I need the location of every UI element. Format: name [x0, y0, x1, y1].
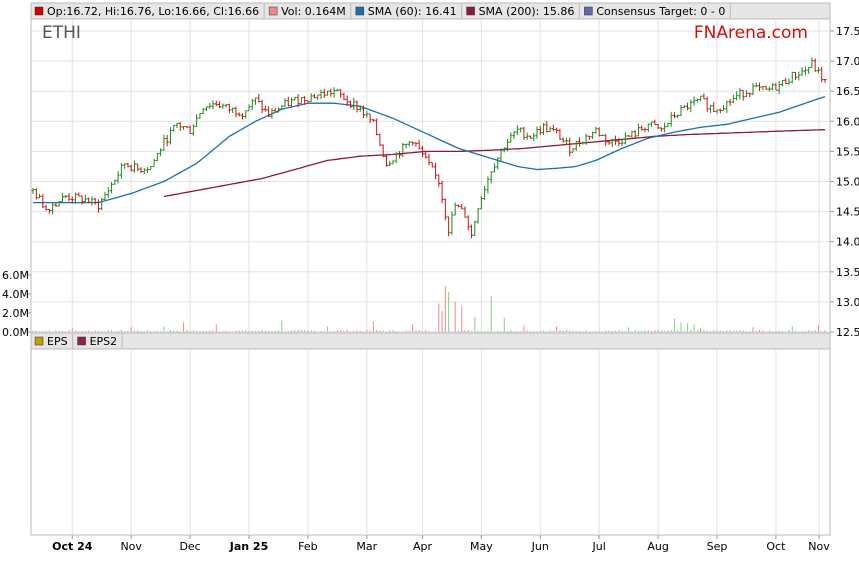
legend-swatch — [268, 6, 278, 16]
price-tick-label: 17.5 — [836, 25, 859, 38]
month-label: Nov — [120, 540, 142, 553]
month-label: Mar — [356, 540, 377, 553]
legend-entry: Consensus Target: 0 - 0 — [596, 5, 725, 18]
ticker-label: ETHI — [42, 23, 81, 43]
grid — [31, 19, 830, 333]
price-tick-label: 13.5 — [836, 266, 859, 279]
legend: Op:16.72, Hi:16.76, Lo:16.66, Cl:16.66 Vo… — [34, 4, 731, 18]
legend-entry: EPS — [47, 335, 68, 348]
legend-entry: SMA (200): 15.86 — [479, 5, 575, 18]
x-axis: Oct 24 Nov Dec Jan 25 Feb Mar Apr May Jun Jul Aug S… — [52, 535, 830, 553]
sma-200-line — [163, 129, 826, 198]
brand-label: FNArena.com — [694, 23, 808, 43]
sma-60-line — [33, 95, 826, 204]
month-label: Feb — [298, 540, 317, 553]
month-label: Jan 25 — [229, 540, 268, 553]
legend-entry: EPS2 — [90, 335, 118, 348]
legend-swatch — [34, 336, 44, 346]
price-panel — [30, 18, 831, 334]
month-label: Oct 24 — [52, 540, 93, 553]
month-label: Aug — [647, 540, 668, 553]
legend-swatch — [34, 6, 44, 16]
legend-entry: Op:16.72, Hi:16.76, Lo:16.66, Cl:16.66 — [47, 5, 259, 18]
legend-entry: Vol: 0.164M — [281, 5, 346, 18]
price-tick-label: 16.5 — [836, 85, 859, 98]
month-label: Dec — [179, 540, 200, 553]
month-label: Sep — [707, 540, 728, 553]
volume-tick-label: 0.0M — [2, 326, 29, 339]
month-label: May — [470, 540, 493, 553]
volume-tick-label: 2.0M — [2, 307, 29, 320]
price-tick-label: 14.0 — [836, 236, 859, 249]
month-label: Oct — [766, 540, 786, 553]
eps-legend-bar — [30, 332, 831, 350]
month-label: Apr — [413, 540, 433, 553]
legend-entry: SMA (60): 16.41 — [368, 5, 457, 18]
volume-axis: 6.0M 4.0M 2.0M 0.0M — [2, 269, 31, 339]
eps-panel — [30, 348, 831, 536]
volume-tick-label: 6.0M — [2, 269, 29, 282]
legend-swatch — [355, 6, 365, 16]
legend-swatch — [77, 336, 86, 346]
month-label: Jul — [592, 540, 606, 553]
month-label: Nov — [808, 540, 830, 553]
month-label: Jun — [531, 540, 549, 553]
eps-legend: EPS EPS2 — [34, 334, 123, 348]
eps-grid — [71, 349, 820, 535]
price-tick-label: 13.0 — [836, 296, 859, 309]
sma-200-path — [163, 129, 826, 198]
legend-swatch — [584, 6, 593, 16]
price-tick-label: 14.5 — [836, 206, 859, 219]
price-tick-label: 15.0 — [836, 176, 859, 189]
price-tick-label: 15.5 — [836, 145, 859, 158]
price-tick-label: 17.0 — [836, 55, 859, 68]
volume-bars — [32, 286, 826, 332]
legend-swatch — [466, 6, 475, 16]
price-axis: 17.5 17.0 16.5 16.0 15.5 15.0 14.5 14.0 13.5 13.0… — [830, 25, 859, 339]
volume-tick-label: 4.0M — [2, 288, 29, 301]
price-tick-label: 12.5 — [836, 326, 859, 339]
price-tick-label: 16.0 — [836, 115, 859, 128]
price-candles — [31, 57, 827, 239]
sma-60-path — [33, 95, 826, 204]
